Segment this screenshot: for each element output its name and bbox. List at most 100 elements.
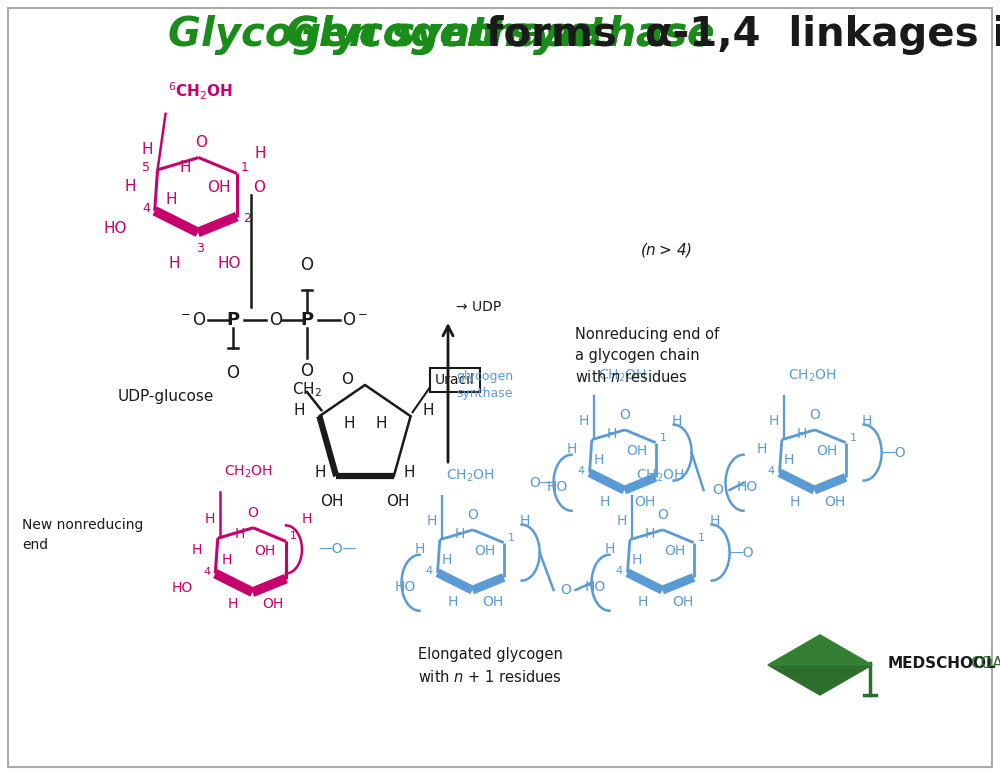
Text: → UDP: → UDP bbox=[456, 300, 501, 314]
Text: H: H bbox=[375, 415, 387, 430]
Text: H: H bbox=[192, 542, 202, 556]
Polygon shape bbox=[768, 635, 872, 695]
Text: glycogen
synthase: glycogen synthase bbox=[456, 370, 513, 400]
Text: 4: 4 bbox=[203, 567, 210, 577]
Text: H: H bbox=[769, 414, 779, 428]
Text: P: P bbox=[226, 311, 240, 329]
Text: 4: 4 bbox=[767, 466, 775, 476]
Text: Uracil: Uracil bbox=[435, 373, 475, 387]
Text: OH: OH bbox=[320, 494, 344, 509]
Text: 1: 1 bbox=[508, 532, 515, 542]
Text: HO: HO bbox=[394, 580, 416, 594]
Text: O: O bbox=[248, 506, 259, 520]
Text: H: H bbox=[205, 512, 215, 526]
Text: OH: OH bbox=[816, 444, 837, 458]
Text: H: H bbox=[607, 427, 617, 441]
Text: H: H bbox=[637, 595, 648, 609]
Text: H: H bbox=[235, 527, 245, 541]
Text: H: H bbox=[427, 514, 437, 528]
Text: OH: OH bbox=[626, 444, 647, 458]
Text: H: H bbox=[672, 414, 682, 428]
Text: H: H bbox=[302, 512, 312, 526]
Text: O: O bbox=[300, 256, 314, 274]
Text: 2: 2 bbox=[243, 212, 251, 225]
Text: HO: HO bbox=[546, 480, 568, 494]
Text: CH$_2$OH: CH$_2$OH bbox=[224, 464, 273, 480]
Text: O: O bbox=[226, 364, 240, 382]
Text: H: H bbox=[617, 514, 627, 528]
Text: H: H bbox=[125, 179, 136, 195]
Text: OH: OH bbox=[262, 598, 284, 611]
Text: 1: 1 bbox=[660, 432, 667, 443]
Text: H: H bbox=[255, 146, 266, 161]
Text: O: O bbox=[657, 508, 668, 522]
Text: H: H bbox=[168, 257, 180, 271]
Text: HO: HO bbox=[103, 222, 127, 236]
Text: —O—: —O— bbox=[318, 542, 356, 556]
Text: 5: 5 bbox=[142, 161, 150, 174]
Text: 1: 1 bbox=[850, 432, 857, 443]
Text: H: H bbox=[645, 527, 655, 541]
Polygon shape bbox=[768, 635, 872, 665]
Text: H: H bbox=[566, 442, 577, 456]
Text: OH: OH bbox=[672, 595, 694, 609]
Text: HO: HO bbox=[736, 480, 758, 494]
Text: P: P bbox=[300, 311, 314, 329]
Text: H: H bbox=[520, 514, 530, 528]
Text: UDP-glucose: UDP-glucose bbox=[118, 390, 214, 405]
Text: Glycogen synthase: Glycogen synthase bbox=[286, 15, 714, 55]
Text: 1: 1 bbox=[698, 532, 705, 542]
Text: H: H bbox=[423, 403, 434, 418]
Text: H: H bbox=[179, 160, 191, 174]
Text: OH: OH bbox=[482, 595, 504, 609]
Text: H: H bbox=[404, 465, 415, 480]
Text: Elongated glycogen
with $n$ + 1 residues: Elongated glycogen with $n$ + 1 residues bbox=[418, 647, 562, 684]
Text: OH: OH bbox=[824, 495, 846, 509]
Text: O: O bbox=[560, 583, 571, 597]
Text: O: O bbox=[467, 508, 478, 522]
Text: —O: —O bbox=[882, 446, 906, 460]
Text: HO: HO bbox=[218, 257, 241, 271]
Text: H: H bbox=[862, 414, 872, 428]
Text: H: H bbox=[710, 514, 720, 528]
Text: H: H bbox=[789, 495, 800, 509]
Text: 4: 4 bbox=[577, 466, 585, 476]
Text: O: O bbox=[269, 311, 282, 329]
Text: OH: OH bbox=[254, 544, 275, 558]
Text: H: H bbox=[632, 553, 642, 567]
Text: 4: 4 bbox=[615, 566, 623, 576]
Text: OH: OH bbox=[207, 180, 230, 195]
Text: O: O bbox=[196, 135, 208, 150]
Text: $^-$O: $^-$O bbox=[178, 311, 207, 329]
Text: H: H bbox=[227, 598, 238, 611]
Text: 3: 3 bbox=[196, 243, 204, 256]
Text: H: H bbox=[455, 527, 465, 541]
Text: O—: O— bbox=[529, 476, 554, 490]
Text: Glycogen synthase: Glycogen synthase bbox=[286, 15, 714, 55]
Text: O$^-$: O$^-$ bbox=[342, 311, 368, 329]
Text: H: H bbox=[756, 442, 767, 456]
Text: OH: OH bbox=[386, 494, 410, 509]
Text: H: H bbox=[447, 595, 458, 609]
Text: $^6$CH$_2$OH: $^6$CH$_2$OH bbox=[168, 81, 233, 102]
Text: OH: OH bbox=[634, 495, 656, 509]
Text: HO: HO bbox=[172, 580, 193, 594]
Text: H: H bbox=[315, 465, 326, 480]
Text: COACH: COACH bbox=[970, 656, 1000, 670]
Text: H: H bbox=[599, 495, 610, 509]
Text: MEDSCHOOL: MEDSCHOOL bbox=[888, 656, 997, 670]
Text: H: H bbox=[797, 427, 807, 441]
Text: forms  α-1,4  linkages in glycogen: forms α-1,4 linkages in glycogen bbox=[472, 15, 1000, 55]
Text: H: H bbox=[604, 542, 615, 556]
Text: H: H bbox=[142, 143, 153, 157]
Text: O: O bbox=[253, 180, 265, 195]
Text: OH: OH bbox=[664, 544, 685, 558]
Text: Nonreducing end of
a glycogen chain
with $n$ residues: Nonreducing end of a glycogen chain with… bbox=[575, 327, 719, 385]
Text: ($n$ > 4): ($n$ > 4) bbox=[640, 241, 692, 259]
Text: CH$_2$OH: CH$_2$OH bbox=[636, 467, 685, 484]
Text: H: H bbox=[784, 453, 794, 467]
Text: Glycogen synthase: Glycogen synthase bbox=[168, 15, 596, 55]
Text: 1: 1 bbox=[241, 161, 249, 174]
Text: H: H bbox=[594, 453, 604, 467]
Text: New nonreducing
end: New nonreducing end bbox=[22, 518, 143, 552]
